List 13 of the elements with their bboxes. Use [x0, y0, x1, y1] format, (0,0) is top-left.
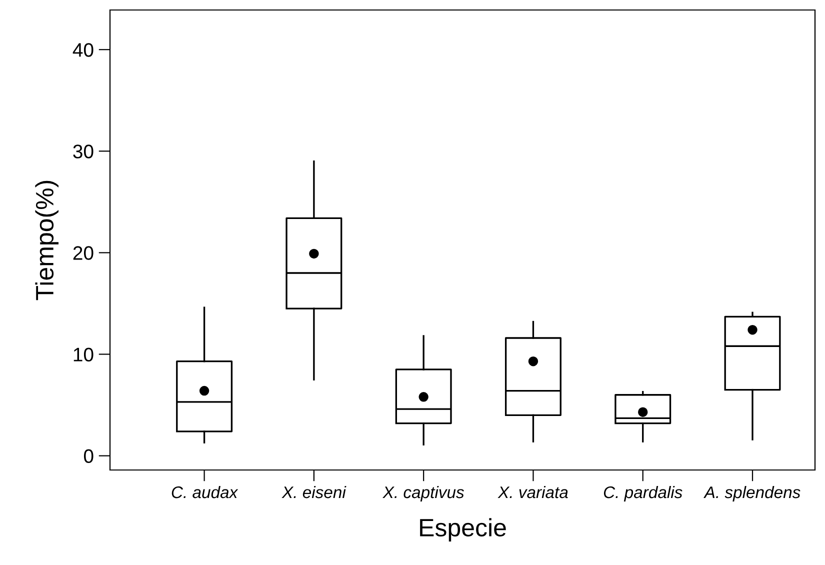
x-tick-label: A. splendens	[704, 486, 800, 502]
x-tick-label: X. captivus	[382, 486, 464, 502]
x-tick-label: X. eiseni	[282, 486, 346, 498]
x-tick-label: C. audax	[172, 486, 238, 498]
x-tick-label: C. pardalis	[604, 486, 682, 502]
y-axis-title: Tiempo(%)	[35, 180, 59, 300]
x-tick-label: X. variata	[498, 486, 568, 498]
y-tick-label: 20	[73, 246, 94, 260]
y-tick-label: 30	[73, 144, 94, 158]
y-tick-label: 0	[84, 449, 94, 464]
x-axis-title: Especie	[420, 518, 506, 542]
y-tick-label: 40	[72, 43, 94, 57]
y-tick-label: 10	[74, 348, 94, 362]
